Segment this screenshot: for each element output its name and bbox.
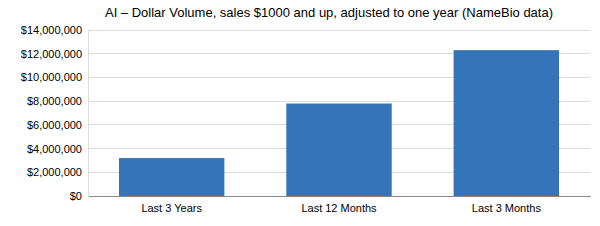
bar (119, 158, 224, 196)
x-tick-label: Last 3 Months (472, 202, 542, 214)
y-tick-label: $4,000,000 (27, 143, 82, 155)
y-tick: $2,000,000 (27, 166, 88, 178)
bar (286, 104, 391, 196)
x-axis-line (89, 196, 591, 197)
y-tick: $10,000,000 (21, 71, 88, 83)
y-axis: $0 $2,000,000 $4,000,000 $6,000,000 $8,000,0… (21, 24, 89, 202)
y-tick: $6,000,000 (27, 119, 88, 131)
x-tick: Last 12 Months (301, 196, 377, 214)
y-tick-label: $6,000,000 (27, 119, 82, 131)
y-tick: $14,000,000 (21, 24, 88, 36)
y-tick: $4,000,000 (27, 143, 88, 155)
title: AI – Dollar Volume, sales $1000 and up, … (105, 5, 553, 20)
bar (454, 50, 559, 196)
y-tick-label: $10,000,000 (21, 71, 82, 83)
plot: $0 $2,000,000 $4,000,000 $6,000,000 $8,000,0… (21, 24, 591, 214)
y-tick: $8,000,000 (27, 95, 88, 107)
chart: AI – Dollar Volume, sales $1000 and up, … (0, 0, 600, 226)
x-axis: Last 3 Years Last 12 Months Last 3 Months (89, 196, 591, 214)
y-tick-label: $12,000,000 (21, 48, 82, 60)
y-tick: $12,000,000 (21, 48, 88, 60)
grid (88, 30, 590, 196)
bars (119, 50, 559, 196)
y-tick-label: $8,000,000 (27, 95, 82, 107)
x-tick-label: Last 12 Months (301, 202, 377, 214)
y-tick-label: $14,000,000 (21, 24, 82, 36)
y-tick-label: $2,000,000 (27, 166, 82, 178)
y-tick: $0 (70, 190, 88, 202)
x-tick: Last 3 Months (472, 196, 542, 214)
y-tick-label: $0 (70, 190, 82, 202)
x-tick-label: Last 3 Years (141, 202, 202, 214)
x-tick: Last 3 Years (141, 196, 202, 214)
y-axis-line (88, 31, 89, 197)
grid-line (88, 30, 590, 31)
